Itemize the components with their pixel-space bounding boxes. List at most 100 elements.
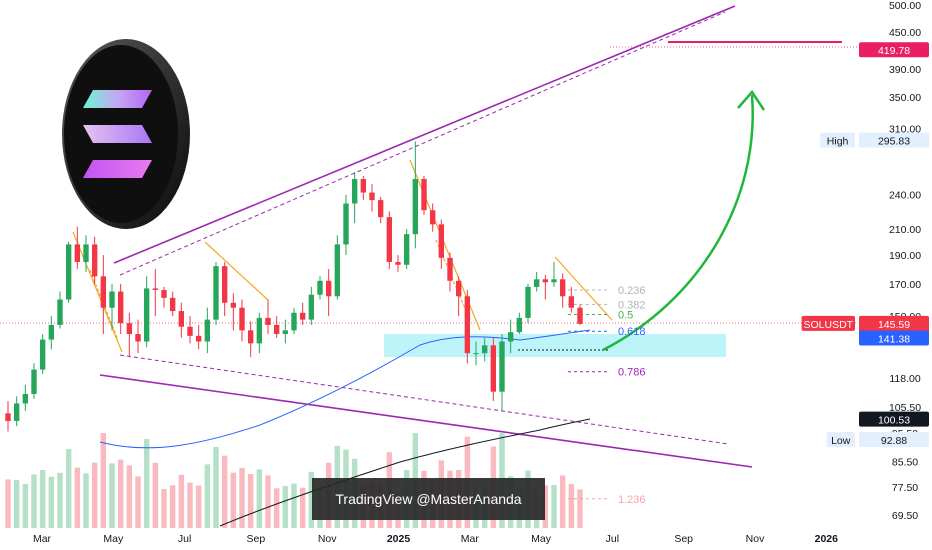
y-tick-label: 118.00 <box>889 373 920 385</box>
candle-body <box>213 266 219 320</box>
candle-body <box>577 307 583 324</box>
price-badge-label: High <box>827 136 849 148</box>
volume-bar <box>48 476 55 528</box>
price-badge-bg <box>859 42 929 58</box>
y-tick-label: 190.00 <box>889 250 921 262</box>
price-badge-bg <box>859 411 929 427</box>
support-zone <box>384 334 726 357</box>
price-badge-value: 92.88 <box>881 435 907 447</box>
x-tick-label: Nov <box>318 533 337 545</box>
volume-bar <box>169 485 176 528</box>
volume-bar <box>542 485 549 528</box>
y-tick-label: 85.50 <box>892 456 918 468</box>
price-axis[interactable] <box>857 0 932 550</box>
channel-upper-line <box>113 5 736 264</box>
candle-body <box>247 330 254 344</box>
candle-body <box>187 326 193 336</box>
candle-body <box>516 317 523 333</box>
volume-bar <box>161 489 167 528</box>
candle-body <box>308 294 315 320</box>
volume-bar <box>308 471 315 528</box>
candle-body <box>74 244 81 262</box>
fib-label: 1.236 <box>618 494 646 506</box>
price-badge-label-bg <box>820 132 855 148</box>
candle-body <box>291 312 297 331</box>
projection-arrowhead <box>737 89 766 111</box>
candle-body <box>57 299 63 325</box>
price-badge-bg <box>859 432 929 448</box>
candle-body <box>22 393 29 404</box>
y-tick-label: 240.00 <box>889 190 921 202</box>
candle-body <box>421 179 427 211</box>
candle-body <box>273 324 280 335</box>
y-tick-label: 390.00 <box>889 64 921 76</box>
y-tick-label: 450.00 <box>889 27 921 39</box>
sol-bar-bottom <box>83 160 152 178</box>
volume-bar <box>13 480 20 528</box>
volume-bar <box>273 488 280 528</box>
x-tick-label: Jul <box>178 533 191 545</box>
candle-body <box>499 341 505 392</box>
volume-bar <box>559 475 566 528</box>
candle-body <box>195 335 202 342</box>
candle-body <box>438 224 445 258</box>
candle-body <box>204 319 211 342</box>
volume-bar <box>187 482 193 528</box>
fib-label: 0.236 <box>618 285 646 297</box>
price-badge-value: 419.78 <box>878 45 910 57</box>
volume-bar <box>117 459 124 528</box>
price-badge-bg <box>859 330 929 346</box>
candle-body <box>282 330 289 335</box>
y-tick-label: 170.00 <box>889 279 921 291</box>
candle-body <box>221 266 228 303</box>
candle-body <box>369 192 375 201</box>
channel-lower-line <box>99 374 753 468</box>
volume-bar <box>65 448 72 528</box>
projection-arrow <box>602 94 754 352</box>
candle-body <box>490 345 497 392</box>
candle-body <box>109 291 115 308</box>
volume-bar <box>551 484 557 528</box>
volume-bar <box>239 467 245 528</box>
candle-body <box>533 279 540 287</box>
time-axis[interactable] <box>0 528 857 550</box>
candle-body <box>481 345 488 354</box>
candle-body <box>473 353 479 355</box>
candle-body <box>5 413 11 421</box>
candle-body <box>48 324 55 340</box>
volume-bar <box>213 446 219 528</box>
volume-bar <box>299 487 306 528</box>
volume-bar <box>126 465 133 528</box>
y-tick-label: 77.50 <box>892 482 918 494</box>
volume-bar <box>282 486 289 528</box>
candle-body <box>351 179 358 204</box>
candle-body <box>386 217 393 262</box>
volume-bar <box>265 475 271 528</box>
volume-bar <box>74 467 81 528</box>
x-tick-label: Mar <box>33 533 52 545</box>
price-badge-label-bg <box>826 432 855 448</box>
y-tick-label: 350.00 <box>889 92 921 104</box>
candle-body <box>455 280 462 297</box>
candle-body <box>412 179 419 235</box>
y-tick-label: 105.50 <box>889 402 921 414</box>
candle-body <box>161 289 167 298</box>
candle-body <box>230 302 237 308</box>
volume-bar <box>568 484 575 528</box>
candle-body <box>559 279 566 297</box>
x-axis-labels: Mar May Jul Sep Nov 2025 Mar May Jul Sep Nov 2026 <box>33 533 838 545</box>
ma-blue-line <box>99 329 591 449</box>
volume-bar <box>291 483 297 528</box>
candle-body <box>507 332 514 342</box>
y-tick-label: 310.00 <box>889 124 921 136</box>
volume-bar <box>100 433 107 528</box>
candle-body <box>117 291 124 324</box>
channel-lower-dashed <box>119 354 729 445</box>
sol-bar-middle <box>83 125 152 143</box>
candle-body <box>325 280 332 297</box>
volume-bar <box>135 476 141 528</box>
volume-bar <box>5 479 11 528</box>
y-tick-label: 500.00 <box>889 0 921 12</box>
x-tick-label: Jul <box>606 533 619 545</box>
